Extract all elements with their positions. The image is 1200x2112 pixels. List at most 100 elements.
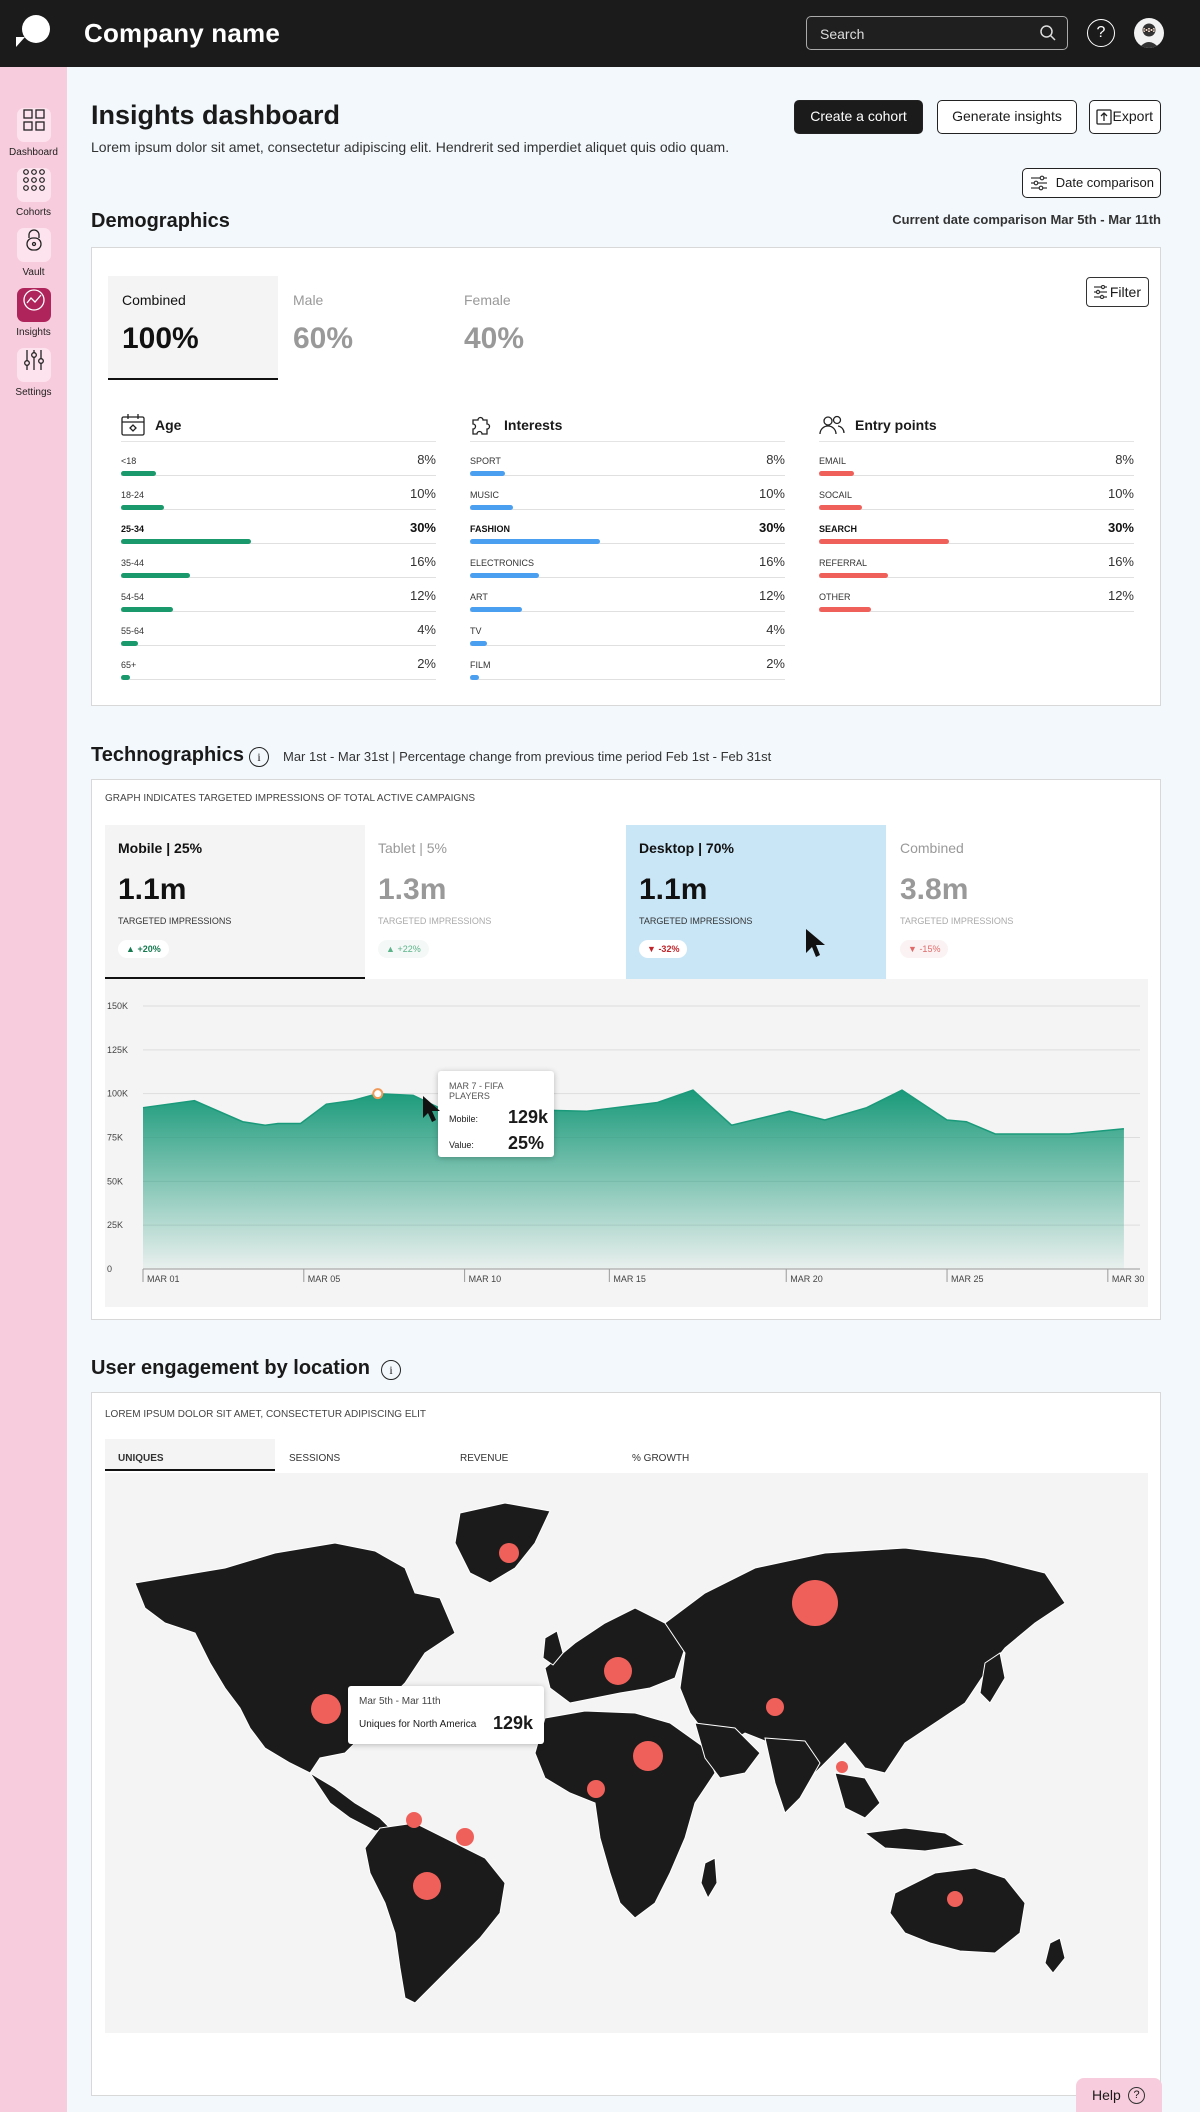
help-button[interactable]: Help ? [1076,2078,1162,2112]
age-row: 25-34 30% [121,510,436,544]
search-placeholder: Search [820,26,865,42]
filter-label: Filter [1109,284,1141,300]
africa-shape [534,1710,716,1919]
sidebar-item-insights[interactable]: Insights [0,283,67,338]
tooltip-value: 25% [508,1133,545,1153]
tab-tablet[interactable]: Tablet | 5% 1.3m TARGETED IMPRESSIONS ▲ … [365,825,625,979]
export-button[interactable]: Export [1089,100,1161,134]
progress-bar [121,573,191,578]
row-percent: 16% [409,554,436,569]
search-icon[interactable] [1039,24,1057,42]
x-tick-label: MAR 30 [1112,1274,1145,1284]
tab-desktop[interactable]: Desktop | 70% 1.1m TARGETED IMPRESSIONS … [626,825,886,979]
tab-revenue[interactable]: REVENUE [460,1453,509,1464]
south-america-shape [364,1822,506,2004]
tab-growth[interactable]: % GROWTH [632,1453,690,1464]
change-badge: ▼ -15% [900,940,949,958]
tab-value: 1.1m [639,873,708,906]
company-logo[interactable] [14,15,54,49]
progress-bar [470,539,600,544]
tooltip-label: Value: [449,1140,474,1150]
location-bubble [456,1828,474,1846]
x-tick-label: MAR 01 [147,1274,180,1284]
location-title: User engagement by location [91,1357,370,1379]
y-tick-label: 50K [107,1176,123,1186]
technographics-card: GRAPH INDICATES TARGETED IMPRESSIONS OF … [91,779,1161,1320]
company-name: Company name [84,18,281,48]
sidebar-item-label: Settings [15,387,52,398]
row-label: <18 [121,456,137,466]
tab-value: 40% [464,322,525,355]
progress-bar [470,641,488,646]
date-comparison-button[interactable]: Date comparison [1022,168,1161,198]
tab-mobile[interactable]: Mobile | 25% 1.1m TARGETED IMPRESSIONS ▲… [105,825,365,979]
sidebar-item-vault[interactable]: Vault [0,223,67,278]
date-comparison-text: Current date comparison Mar 5th - Mar 11… [892,212,1161,227]
help-icon[interactable]: ? [1087,19,1115,47]
tab-uniques[interactable]: UNIQUES [105,1439,275,1471]
age-row: 18-24 10% [121,476,436,510]
tab-male[interactable]: Male 60% [279,276,449,380]
search-input[interactable]: Search [806,16,1068,50]
technographics-subtitle: Mar 1st - Mar 31st | Percentage change f… [283,749,772,764]
sliders-icon [1031,175,1047,191]
row-percent: 4% [417,622,436,637]
avatar[interactable] [1134,18,1164,48]
location-bubble [413,1872,441,1900]
info-icon[interactable]: i [381,1360,401,1380]
indonesia-shape [863,1827,967,1852]
australia-shape [889,1867,1026,1954]
tab-sessions[interactable]: SESSIONS [289,1453,341,1464]
row-percent: 8% [1115,452,1134,467]
row-label: FILM [470,660,491,670]
tooltip-date: Mar 5th - Mar 11th [359,1696,441,1707]
progress-bar [819,471,854,476]
interests-title: Interests [504,416,563,433]
row-label: SPORT [470,456,501,466]
row-label: ART [470,592,488,602]
info-icon[interactable]: i [249,747,269,767]
row-percent: 30% [1107,520,1134,535]
sidebar-item-cohorts[interactable]: Cohorts [0,163,67,218]
generate-insights-button[interactable]: Generate insights [937,100,1077,134]
location-bubble [499,1543,519,1563]
interests-row: ART 12% [470,578,785,612]
map-tooltip: Mar 5th - Mar 11th Uniques for North Ame… [348,1686,544,1744]
arabian-peninsula-shape [694,1722,761,1779]
japan-shape [979,1652,1006,1704]
progress-bar [121,471,156,476]
row-percent: 2% [766,656,785,671]
sidebar-item-dashboard[interactable]: Dashboard [0,103,67,158]
demographics-card: Combined 100% Male 60% Female 40% Filter… [91,247,1161,706]
row-percent: 2% [417,656,436,671]
y-tick-label: 25K [107,1220,123,1230]
tab-female[interactable]: Female 40% [450,276,620,380]
interests-row: SPORT 8% [470,442,785,476]
age-breakdown: Age <18 8% 18-24 10% 25-34 30% 35-44 16% 54-54 12… [121,408,436,680]
tab-combined[interactable]: Combined 100% [108,276,278,380]
area-series [143,1090,1124,1269]
y-tick-label: 100K [107,1089,128,1099]
progress-bar [121,539,251,544]
sidebar-item-settings[interactable]: Settings [0,343,67,398]
tab-combined[interactable]: Combined 3.8m TARGETED IMPRESSIONS ▼ -15… [887,825,1147,979]
tooltip-title: MAR 7 - FIFA PLAYERS [449,1081,504,1101]
chart-circle-icon [16,288,51,322]
tab-name: Mobile | 25% [118,840,203,856]
chart-tooltip: MAR 7 - FIFA PLAYERS Mobile: 129k Value:… [438,1071,554,1157]
central-america-shape [309,1772,392,1832]
tab-name: Desktop | 70% [639,840,734,856]
filter-button[interactable]: Filter [1086,277,1149,307]
row-percent: 12% [409,588,436,603]
interests-row: TV 4% [470,612,785,646]
tab-label: TARGETED IMPRESSIONS [639,916,753,926]
location-bubble [836,1761,848,1773]
technographics-title: Technographics [91,744,244,766]
up-arrow-icon: ▲ [126,944,135,954]
row-percent: 10% [758,486,785,501]
top-bar: Company name Search ? [0,0,1200,67]
progress-bar [819,539,949,544]
create-cohort-button[interactable]: Create a cohort [794,100,923,134]
tab-value: 60% [293,322,354,355]
row-label: 55-64 [121,626,145,636]
